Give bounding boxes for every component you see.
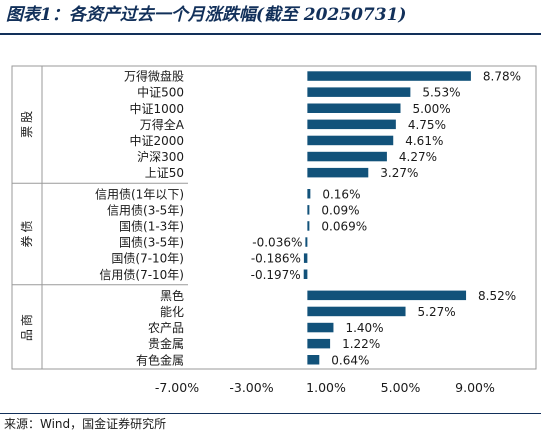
data-label: 5.27% — [418, 305, 456, 319]
data-label: 0.64% — [331, 353, 369, 367]
source-divider — [0, 413, 541, 414]
data-label: 8.78% — [483, 70, 521, 84]
group-label: 券 — [19, 235, 34, 247]
category-label: 上证50 — [145, 166, 184, 180]
category-label: 农产品 — [148, 321, 184, 335]
group-label: 商 — [19, 314, 34, 326]
data-label: 3.27% — [380, 166, 418, 180]
data-label: 4.75% — [408, 118, 446, 132]
category-label: 贵金属 — [148, 336, 184, 351]
data-labels: 8.78% 5.53% 5.00% 4.75% 4.61% 4.27% 3.27% 0.16%… — [251, 70, 521, 368]
x-tick-label: -3.00% — [229, 380, 273, 395]
category-label: 信用债(3-5年) — [107, 203, 184, 217]
category-label: 中证1000 — [129, 101, 184, 116]
data-label: 0.09% — [321, 203, 359, 217]
group-label: 品 — [20, 329, 34, 341]
data-label: 1.22% — [342, 337, 380, 351]
bar — [307, 322, 334, 333]
data-label: -0.186% — [251, 252, 301, 266]
category-label: 有色金属 — [136, 352, 184, 367]
group-label: 股 — [20, 111, 34, 123]
data-label: 1.40% — [345, 321, 383, 335]
category-label: 国债(3-5年) — [119, 236, 184, 250]
chart-frame — [11, 65, 537, 370]
data-label: 4.27% — [399, 150, 437, 164]
x-tick-label: 1.00% — [306, 380, 346, 395]
data-label: -0.197% — [251, 268, 301, 282]
category-label: 信用债(1年以下) — [95, 187, 184, 201]
category-label: 国债(1-3年) — [119, 219, 184, 233]
bar — [303, 269, 308, 279]
source-note: 来源：Wind，国金证券研究所 — [4, 417, 167, 431]
x-axis-tick-labels: -7.00% -3.00% 1.00% 5.00% 9.00% — [155, 380, 495, 395]
bar — [307, 103, 401, 113]
x-tick-label: -7.00% — [155, 380, 199, 395]
bar — [307, 355, 320, 365]
data-label: 0.16% — [322, 187, 360, 201]
bar — [307, 71, 471, 81]
category-label: 沪深300 — [137, 150, 184, 164]
bars — [303, 71, 471, 365]
bar — [307, 338, 331, 349]
plot-border — [11, 65, 537, 370]
category-label: 万得全A — [140, 117, 185, 132]
x-tick-label: 5.00% — [381, 380, 421, 395]
bar — [303, 253, 308, 263]
category-label: 国债(7-10年) — [111, 252, 184, 266]
data-label: 5.00% — [413, 102, 451, 116]
data-label: 8.52% — [478, 289, 516, 303]
category-label: 能化 — [160, 305, 184, 319]
data-label: -0.036% — [252, 236, 302, 250]
bar — [307, 306, 406, 317]
group-label: 债 — [20, 220, 34, 232]
bar — [307, 205, 310, 215]
chart-title: 图表1：各资产过去一个月涨跌幅(截至 20250731) — [6, 5, 407, 25]
data-label: 5.53% — [422, 86, 460, 100]
bar — [307, 167, 369, 178]
group-label: 票 — [20, 126, 34, 138]
data-label: 0.069% — [321, 219, 367, 233]
bar — [307, 290, 467, 301]
bar — [307, 221, 310, 231]
data-label: 4.61% — [405, 134, 443, 148]
bar — [307, 151, 387, 162]
category-label: 中证500 — [137, 85, 184, 100]
x-tick-label: 9.00% — [455, 380, 495, 395]
bar — [307, 119, 396, 130]
bar — [307, 135, 394, 146]
bar — [305, 237, 308, 247]
bar — [307, 87, 411, 97]
title-divider — [0, 33, 541, 35]
category-label: 黑色 — [160, 289, 184, 303]
category-label: 万得微盘股 — [124, 69, 184, 84]
category-label: 信用债(7-10年) — [99, 268, 184, 282]
bar — [307, 189, 311, 199]
category-label: 中证2000 — [129, 133, 184, 148]
